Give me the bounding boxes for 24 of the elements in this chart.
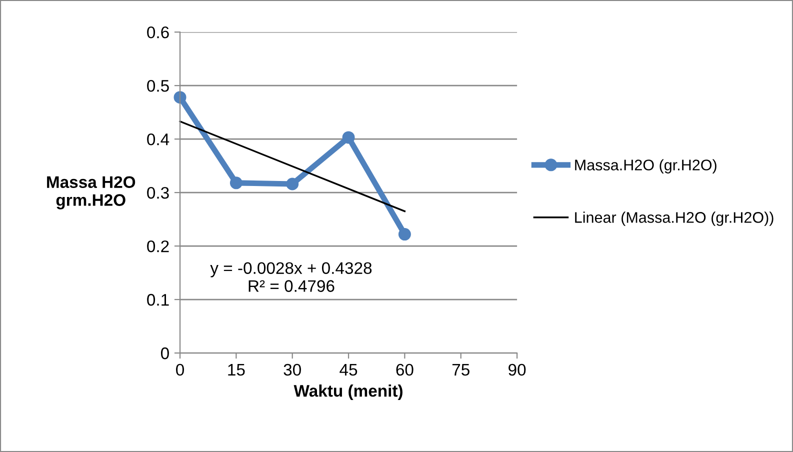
y-tick-label: 0.3 [147, 186, 169, 199]
y-tick-label: 0 [160, 347, 169, 360]
x-tick-label: 15 [228, 364, 245, 376]
y-tick-label: 0.6 [147, 26, 169, 38]
x-tick-label: 45 [340, 364, 358, 376]
x-tick-label: 90 [508, 364, 526, 376]
annotation: y = -0.0028x + 0.4328 R² = 0.4796 [210, 262, 372, 292]
x-tick-label: 0 [176, 364, 184, 376]
point [398, 228, 411, 241]
y-tick-label: 0.5 [147, 80, 169, 92]
x-tick-label: 75 [452, 364, 470, 376]
y-tick-label: 0.1 [147, 294, 169, 306]
point [230, 176, 242, 190]
x-tick-label: 30 [284, 364, 301, 376]
x-tick-label: 60 [396, 364, 414, 376]
y-axis-title: Massa H2O grm.H2O [47, 176, 136, 210]
legend-label: Linear (Massa.H2O (gr.H2O)) [575, 212, 774, 226]
y-tick-label: 0.2 [147, 240, 169, 252]
point [342, 131, 355, 144]
legend-label: Massa.H2O (gr.H2O) [575, 159, 716, 174]
point [286, 178, 299, 190]
x-axis-title: Waktu (menit) [294, 384, 402, 400]
point [174, 91, 186, 104]
y-tick-label: 0.4 [147, 133, 170, 146]
